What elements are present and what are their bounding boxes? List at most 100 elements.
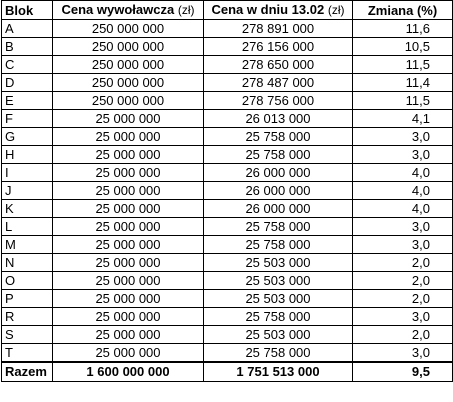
row-cena-w-dniu: 26 000 000 [203,199,353,218]
row-zmiana: 3,0 [352,343,453,363]
row-blok: O [1,271,53,290]
table-row: J 25 000 000 26 000 000 4,0 [1,181,453,200]
row-blok: L [1,217,53,236]
row-zmiana: 3,0 [352,217,453,236]
row-cena-w-dniu: 26 013 000 [203,109,353,128]
row-cena-w-dniu: 25 503 000 [203,325,353,344]
table-footer: Razem 1 600 000 000 1 751 513 000 9,5 [1,361,453,382]
header-row: Blok Cena wywoławcza (zł) Cena w dniu 13… [1,0,453,20]
row-blok: E [1,91,53,110]
row-cena-w-dniu: 26 000 000 [203,181,353,200]
total-cena-w-dniu: 1 751 513 000 [203,361,353,382]
row-blok: C [1,55,53,74]
table-row: D 250 000 000 278 487 000 11,4 [1,73,453,92]
row-blok: P [1,289,53,308]
row-blok: M [1,235,53,254]
row-cena-w-dniu: 25 503 000 [203,253,353,272]
row-cena-w-dniu: 25 758 000 [203,145,353,164]
row-zmiana: 3,0 [352,145,453,164]
row-zmiana: 2,0 [352,325,453,344]
row-blok: H [1,145,53,164]
row-cena-wywolawcza: 250 000 000 [52,55,204,74]
row-zmiana: 2,0 [352,289,453,308]
row-cena-w-dniu: 25 758 000 [203,307,353,326]
row-cena-wywolawcza: 25 000 000 [52,109,204,128]
table-row: K 25 000 000 26 000 000 4,0 [1,199,453,218]
row-blok: B [1,37,53,56]
row-cena-w-dniu: 25 758 000 [203,343,353,363]
header-zmiana: Zmiana (%) [352,0,453,20]
table-row: T 25 000 000 25 758 000 3,0 [1,343,453,363]
table-row: R 25 000 000 25 758 000 3,0 [1,307,453,326]
row-cena-wywolawcza: 25 000 000 [52,325,204,344]
row-blok: K [1,199,53,218]
row-zmiana: 11,4 [352,73,453,92]
row-cena-wywolawcza: 25 000 000 [52,271,204,290]
row-cena-w-dniu: 25 758 000 [203,127,353,146]
row-cena-w-dniu: 25 503 000 [203,289,353,308]
row-cena-w-dniu: 278 650 000 [203,55,353,74]
row-cena-wywolawcza: 250 000 000 [52,73,204,92]
table-header: Blok Cena wywoławcza (zł) Cena w dniu 13… [1,0,453,20]
row-zmiana: 3,0 [352,235,453,254]
row-blok: S [1,325,53,344]
total-zmiana: 9,5 [352,361,453,382]
header-cena-wywolawcza: Cena wywoławcza (zł) [52,0,204,20]
table-row: L 25 000 000 25 758 000 3,0 [1,217,453,236]
row-cena-w-dniu: 278 891 000 [203,19,353,38]
total-cena-wywolawcza: 1 600 000 000 [52,361,204,382]
row-blok: D [1,73,53,92]
row-cena-wywolawcza: 25 000 000 [52,307,204,326]
row-cena-wywolawcza: 25 000 000 [52,145,204,164]
row-cena-w-dniu: 25 758 000 [203,217,353,236]
table-row: A 250 000 000 278 891 000 11,6 [1,19,453,38]
table-row: M 25 000 000 25 758 000 3,0 [1,235,453,254]
row-zmiana: 4,0 [352,181,453,200]
total-label: Razem [1,361,53,382]
row-zmiana: 11,6 [352,19,453,38]
total-row: Razem 1 600 000 000 1 751 513 000 9,5 [1,361,453,382]
header-blok: Blok [1,0,53,20]
row-cena-wywolawcza: 25 000 000 [52,199,204,218]
row-cena-wywolawcza: 25 000 000 [52,181,204,200]
table-row: S 25 000 000 25 503 000 2,0 [1,325,453,344]
table-row: O 25 000 000 25 503 000 2,0 [1,271,453,290]
row-blok: J [1,181,53,200]
row-cena-w-dniu: 25 503 000 [203,271,353,290]
row-cena-wywolawcza: 25 000 000 [52,289,204,308]
row-blok: A [1,19,53,38]
row-blok: T [1,343,53,363]
row-blok: F [1,109,53,128]
table-row: C 250 000 000 278 650 000 11,5 [1,55,453,74]
row-cena-w-dniu: 276 156 000 [203,37,353,56]
table-row: E 250 000 000 278 756 000 11,5 [1,91,453,110]
table-row: B 250 000 000 276 156 000 10,5 [1,37,453,56]
row-zmiana: 3,0 [352,127,453,146]
row-cena-w-dniu: 25 758 000 [203,235,353,254]
table-row: H 25 000 000 25 758 000 3,0 [1,145,453,164]
row-blok: I [1,163,53,182]
header-cena-w-dniu-unit: (zł) [327,3,345,17]
row-cena-w-dniu: 278 487 000 [203,73,353,92]
row-zmiana: 2,0 [352,271,453,290]
row-cena-wywolawcza: 25 000 000 [52,127,204,146]
header-cena-w-dniu: Cena w dniu 13.02 (zł) [203,0,353,20]
row-blok: G [1,127,53,146]
table-row: N 25 000 000 25 503 000 2,0 [1,253,453,272]
row-zmiana: 4,0 [352,199,453,218]
row-blok: R [1,307,53,326]
row-cena-w-dniu: 278 756 000 [203,91,353,110]
table-row: G 25 000 000 25 758 000 3,0 [1,127,453,146]
row-cena-wywolawcza: 250 000 000 [52,37,204,56]
header-cena-wywolawcza-label: Cena wywoławcza [61,2,175,17]
table-row: I 25 000 000 26 000 000 4,0 [1,163,453,182]
row-zmiana: 11,5 [352,91,453,110]
row-blok: N [1,253,53,272]
auction-price-table: Blok Cena wywoławcza (zł) Cena w dniu 13… [1,0,453,382]
row-zmiana: 3,0 [352,307,453,326]
row-cena-wywolawcza: 25 000 000 [52,253,204,272]
row-cena-wywolawcza: 25 000 000 [52,163,204,182]
table-row: P 25 000 000 25 503 000 2,0 [1,289,453,308]
row-zmiana: 11,5 [352,55,453,74]
row-cena-wywolawcza: 250 000 000 [52,91,204,110]
